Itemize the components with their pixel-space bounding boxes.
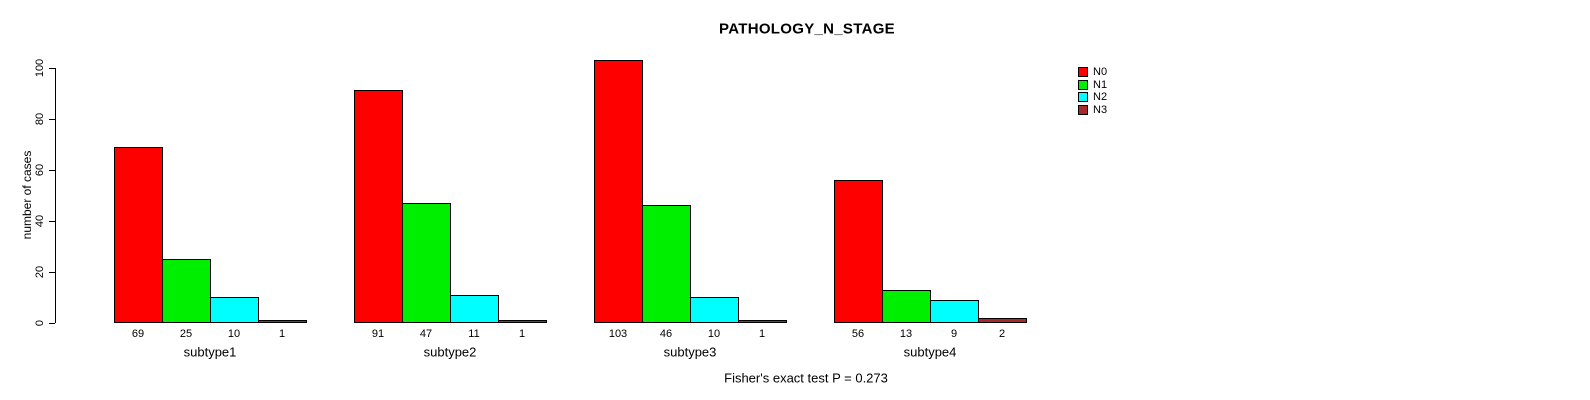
bar-value-label: 10 <box>227 328 241 340</box>
y-tick-label: 40 <box>34 214 46 227</box>
bar-value-label: 11 <box>468 328 480 340</box>
y-tick-mark <box>49 118 55 120</box>
bar-n1-subtype1 <box>162 259 211 323</box>
bar-n2-subtype2 <box>450 294 499 323</box>
bar-n2-subtype1 <box>210 297 259 323</box>
bar-n2-subtype4 <box>930 300 979 323</box>
bar-value-label: 13 <box>899 328 913 340</box>
y-axis-label: number of cases <box>20 150 34 240</box>
legend-swatch-n3 <box>1078 105 1088 116</box>
bar-n3-subtype2 <box>498 320 547 323</box>
caption-fisher-test: Fisher's exact test P = 0.273 <box>724 370 888 386</box>
y-tick-label: 60 <box>34 163 46 176</box>
bar-value-label: 1 <box>518 328 526 340</box>
legend-label-n0: N0 <box>1093 66 1108 78</box>
bar-value-label: 56 <box>851 328 865 340</box>
bar-n0-subtype4 <box>834 179 883 323</box>
y-tick-label: 80 <box>34 112 46 125</box>
legend-label-n2: N2 <box>1093 91 1108 104</box>
x-category-label: subtype3 <box>663 344 717 360</box>
bar-n0-subtype3 <box>594 59 643 323</box>
legend-label-n1: N1 <box>1093 78 1108 91</box>
bar-value-label: 10 <box>707 328 721 340</box>
legend-swatch-n2 <box>1078 92 1088 103</box>
legend-label-n3: N3 <box>1093 104 1108 117</box>
bar-n1-subtype4 <box>882 289 931 323</box>
bar-n3-subtype4 <box>978 317 1027 323</box>
bar-value-label: 103 <box>608 328 628 340</box>
bar-value-label: 1 <box>758 328 766 340</box>
bar-value-label: 9 <box>950 328 958 340</box>
bar-n1-subtype2 <box>402 202 451 323</box>
chart-title: PATHOLOGY_N_STAGE <box>719 20 895 38</box>
bar-n0-subtype1 <box>114 146 163 323</box>
legend-swatch-n1 <box>1078 79 1088 90</box>
bar-value-label: 2 <box>998 328 1006 340</box>
bar-n2-subtype3 <box>690 297 739 323</box>
bar-value-label: 25 <box>179 328 193 340</box>
bar-n3-subtype1 <box>258 320 307 323</box>
y-tick-mark <box>49 323 55 324</box>
y-tick-mark <box>49 220 55 222</box>
y-axis-line <box>55 67 56 323</box>
x-category-label: subtype2 <box>423 344 477 360</box>
bar-n0-subtype2 <box>354 90 403 323</box>
bar-value-label: 47 <box>419 328 433 340</box>
legend-swatch-n0 <box>1078 67 1088 77</box>
y-tick-label: 20 <box>34 265 46 279</box>
bar-value-label: 46 <box>659 328 673 340</box>
bar-value-label: 91 <box>371 328 385 340</box>
y-tick-mark <box>49 169 55 171</box>
bar-value-label: 1 <box>278 328 286 340</box>
y-tick-label: 100 <box>34 58 46 77</box>
y-tick-mark <box>49 67 55 69</box>
bar-value-label: 69 <box>131 328 145 340</box>
x-category-label: subtype1 <box>183 344 237 360</box>
bar-n1-subtype3 <box>642 205 691 323</box>
bar-n3-subtype3 <box>738 320 787 323</box>
y-tick-mark <box>49 271 55 273</box>
x-category-label: subtype4 <box>903 344 957 360</box>
y-tick-label: 0 <box>34 319 46 327</box>
